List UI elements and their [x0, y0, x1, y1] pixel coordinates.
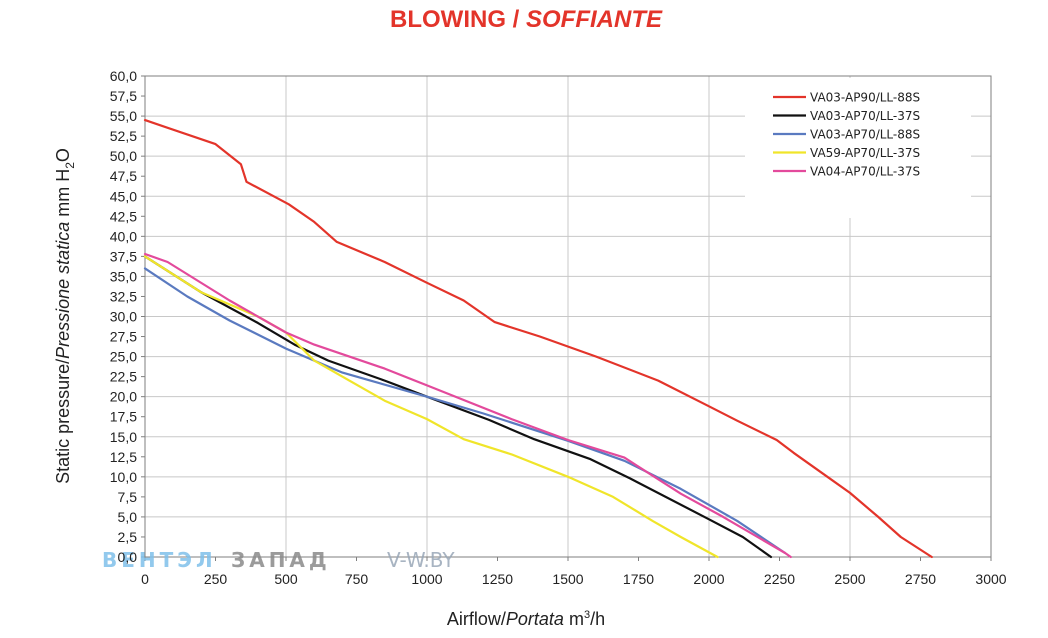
y-axis-unit-post: O	[53, 148, 73, 162]
y-tick-label: 22,5	[110, 369, 137, 385]
watermark-vental: ВЕНТЭЛ	[102, 548, 217, 572]
y-axis-title: Static pressure/Pressione statica mm H2O	[53, 148, 77, 484]
x-axis-unit-pre: m	[569, 609, 584, 629]
x-tick-label: 0	[141, 571, 149, 587]
watermark-zapad: ЗАПАД	[231, 548, 331, 572]
legend: VA03-AP90/LL-88S VA03-AP70/LL-37S VA03-AP7…	[773, 91, 920, 179]
y-tick-label: 52,5	[110, 128, 137, 144]
y-tick-label: 60,0	[110, 68, 137, 84]
legend-label-5: VA04-AP70/LL-37S	[810, 165, 920, 179]
y-tick-label: 35,0	[110, 268, 137, 284]
x-tick-label: 1500	[552, 571, 583, 587]
y-tick-label: 15,0	[110, 429, 137, 445]
series-line-1	[143, 118, 933, 559]
chart-title-separator: /	[506, 6, 526, 33]
x-axis-unit-sup: 3	[584, 609, 590, 621]
legend-label-3: VA03-AP70/LL-88S	[810, 128, 920, 142]
y-tick-label: 2,5	[118, 529, 138, 545]
y-tick-label: 32,5	[110, 288, 137, 304]
y-tick-label: 42,5	[110, 208, 137, 224]
series-line-5	[143, 252, 792, 559]
y-axis-unit-sub: 2	[63, 162, 77, 169]
x-axis-title-main: Airflow	[447, 609, 502, 629]
x-tick-label: 1250	[482, 571, 513, 587]
y-tick-label: 12,5	[110, 449, 137, 465]
x-axis-unit-post: /h	[590, 609, 605, 629]
x-tick-label: 1000	[411, 571, 442, 587]
y-tick-label: 57,5	[110, 88, 137, 104]
plot-area-border	[144, 75, 992, 558]
x-tick-label: 2750	[905, 571, 936, 587]
x-axis-title: Airflow/Portata m3/h	[447, 609, 605, 629]
x-tick-label: 750	[345, 571, 369, 587]
y-axis-unit-pre: mm H	[53, 169, 73, 217]
legend-box	[745, 78, 971, 218]
x-tick-label: 500	[274, 571, 298, 587]
watermark: ВЕНТЭЛ ЗАПАД V-W.BY	[102, 548, 455, 572]
legend-label-2: VA03-AP70/LL-37S	[810, 109, 920, 123]
series-line-2	[143, 255, 773, 559]
y-tick-label: 7,5	[118, 489, 138, 505]
x-tick-label: 2250	[764, 571, 795, 587]
y-tick-label: 37,5	[110, 248, 137, 264]
y-tick-label: 45,0	[110, 188, 137, 204]
x-tick-label: 1750	[623, 571, 654, 587]
y-axis-title-main: Static pressure/	[53, 359, 73, 484]
watermark-url: V-W.BY	[387, 548, 455, 572]
series-line-3	[143, 267, 787, 555]
y-tick-label: 10,0	[110, 469, 137, 485]
chart-title: BLOWING / SOFFIANTE	[390, 6, 663, 33]
y-tick-label: 30,0	[110, 309, 137, 325]
legend-label-1: VA03-AP90/LL-88S	[810, 91, 920, 105]
y-tick-label: 20,0	[110, 389, 137, 405]
x-tick-label: 2000	[693, 571, 724, 587]
y-tick-label: 17,5	[110, 409, 137, 425]
y-tick-label: 55,0	[110, 108, 137, 124]
x-tick-labels: 0 250 500 750 1000 1250 1500 1750 2000 2250 2500 27…	[141, 571, 1007, 587]
chart-title-italic: SOFFIANTE	[526, 6, 663, 33]
y-tick-label: 40,0	[110, 228, 137, 244]
legend-label-4: VA59-AP70/LL-37S	[810, 146, 920, 160]
y-tick-label: 50,0	[110, 148, 137, 164]
series-lines	[143, 118, 933, 559]
y-tick-label: 27,5	[110, 329, 137, 345]
y-tick-label: 25,0	[110, 349, 137, 365]
y-tick-label: 47,5	[110, 168, 137, 184]
x-axis-title-sep: /	[501, 609, 506, 629]
chart-title-main: BLOWING	[390, 6, 506, 33]
x-tick-label: 3000	[975, 571, 1006, 587]
x-tick-label: 250	[204, 571, 228, 587]
x-axis-title-italic: Portata	[506, 609, 564, 629]
x-tick-label: 2500	[834, 571, 865, 587]
y-tick-labels: 0,0 2,5 5,0 7,5 10,0 12,5 15,0 17,5 20,0 22,5 25,0…	[110, 68, 137, 565]
y-tick-label: 5,0	[118, 509, 138, 525]
y-tick-label: 0,0	[118, 549, 138, 565]
y-axis-title-italic: Pressione statica	[53, 222, 73, 359]
